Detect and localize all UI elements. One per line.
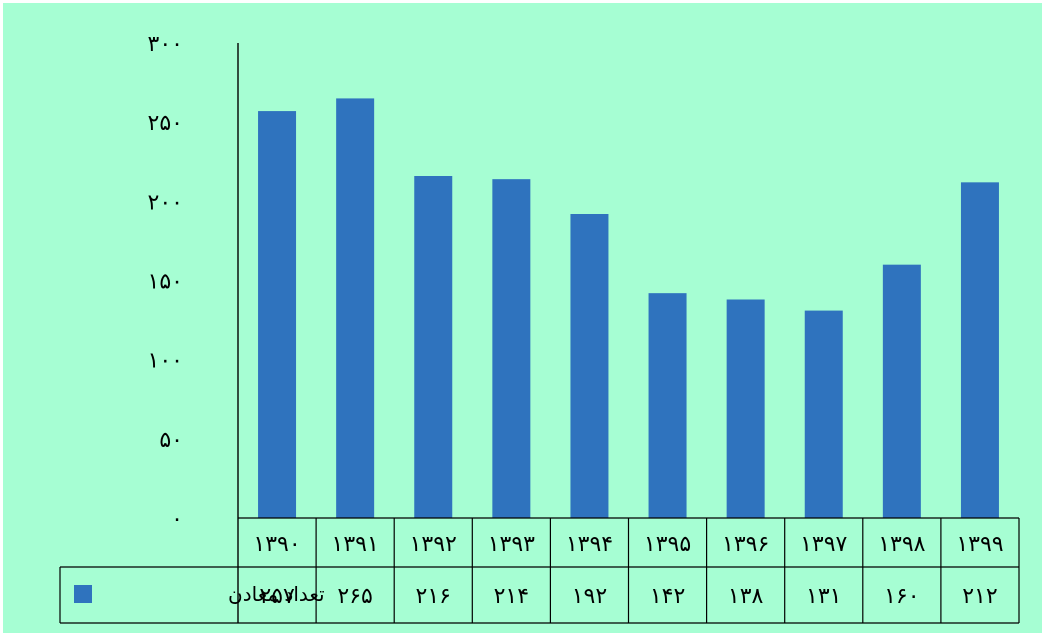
category-label: ۱۳۹۲: [410, 532, 457, 557]
category-label: ۱۳۹۴: [566, 532, 613, 557]
data-label: ۱۳۸: [728, 584, 764, 609]
y-tick-label: ۲۰۰: [148, 190, 183, 215]
category-label: ۱۳۹۵: [644, 532, 691, 557]
y-tick-label: ۳۰۰: [148, 32, 183, 57]
data-label: ۲۵۷: [259, 584, 295, 609]
category-label: ۱۳۹۸: [878, 532, 925, 557]
data-label: ۲۱۶: [416, 584, 451, 609]
bar: [492, 179, 531, 518]
y-tick-label: ۵۰: [159, 428, 183, 453]
y-axis-ticks: ۰ ۵۰ ۱۰۰ ۱۵۰ ۲۰۰ ۲۵۰ ۳۰۰: [148, 32, 183, 532]
bar: [648, 293, 687, 518]
bar: [336, 98, 375, 519]
bar: [726, 299, 765, 518]
bar: [570, 214, 609, 518]
legend-label: تعداد معادن: [228, 582, 325, 606]
category-label: ۱۳۹۱: [332, 532, 379, 557]
category-label: ۱۳۹۷: [800, 532, 847, 557]
category-label: ۱۳۹۰: [253, 532, 300, 557]
data-label: ۱۴۲: [650, 584, 685, 609]
bar: [414, 176, 453, 518]
category-label: ۱۳۹۳: [488, 532, 535, 557]
y-tick-label: ۲۵۰: [148, 111, 183, 136]
bar: [882, 264, 921, 518]
category-label: ۱۳۹۶: [722, 532, 769, 557]
data-table-grid: [59, 517, 1020, 624]
category-labels: ۱۳۹۰ ۱۳۹۱ ۱۳۹۲ ۱۳۹۳ ۱۳۹۴ ۱۳۹۵ ۱۳۹۶ ۱۳۹۷ ۱۳۹۸ ۱۳۹۹: [253, 532, 1003, 557]
category-label: ۱۳۹۹: [956, 532, 1003, 557]
bars: [258, 98, 999, 519]
legend-swatch: [74, 585, 92, 603]
data-label: ۱۹۲: [572, 584, 607, 609]
value-labels: ۲۵۷ ۲۶۵ ۲۱۶ ۲۱۴ ۱۹۲ ۱۴۲ ۱۳۸ ۱۳۱ ۱۶۰ ۲۱۲: [259, 584, 997, 609]
bar: [258, 111, 297, 518]
data-label: ۲۱۴: [494, 584, 529, 609]
data-label: ۲۶۵: [337, 584, 372, 609]
data-label: ۱۳۱: [806, 584, 841, 609]
legend: تعداد معادن: [74, 582, 325, 606]
data-label: ۱۶۰: [884, 584, 919, 609]
y-tick-label: ۱۰۰: [148, 349, 183, 374]
y-tick-label: ۰: [171, 507, 183, 532]
y-tick-label: ۱۵۰: [148, 270, 183, 295]
bar: [804, 310, 843, 518]
data-label: ۲۱۲: [962, 584, 997, 609]
bar: [960, 182, 999, 519]
